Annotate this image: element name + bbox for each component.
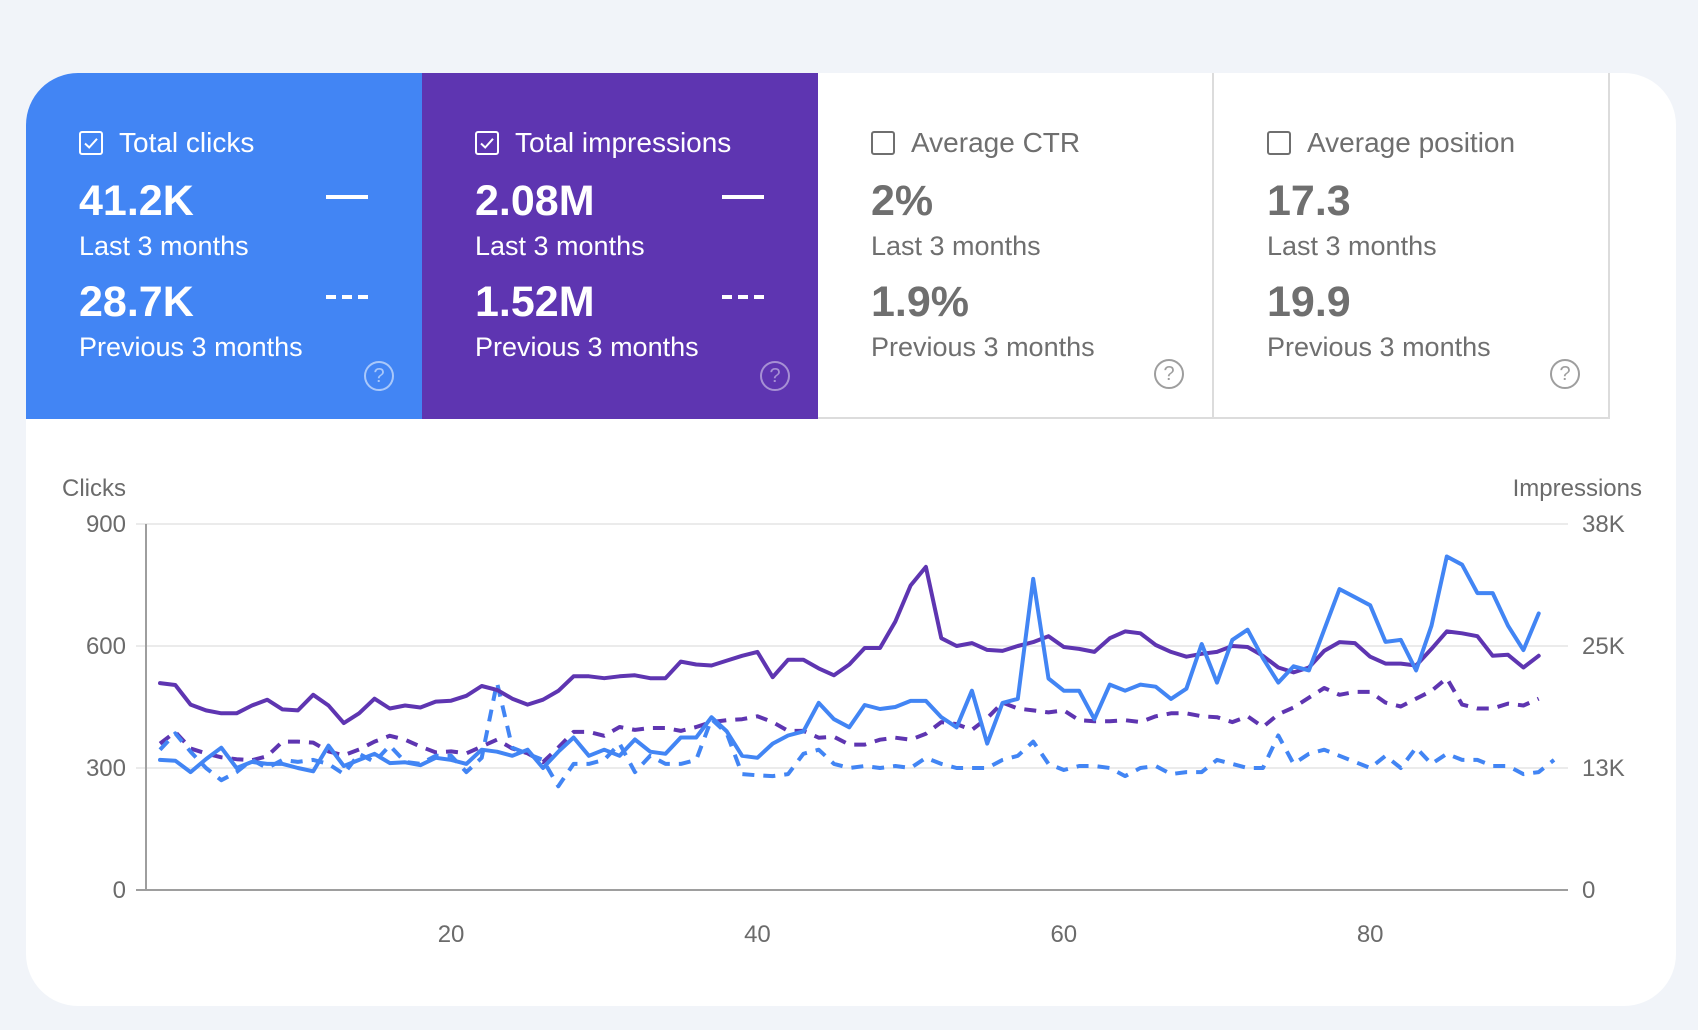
metric-tiles: Total clicks 41.2K Last 3 months 28.7K P… <box>26 73 1610 419</box>
y-tick-label-right: 0 <box>1582 877 1595 904</box>
previous-value: 19.9 <box>1267 278 1351 326</box>
previous-period: Previous 3 months <box>871 332 1095 362</box>
help-circle-icon[interactable]: ? <box>364 361 394 391</box>
x-tick-label: 20 <box>438 921 465 948</box>
clicks-previous-line <box>158 680 1556 789</box>
current-period: Last 3 months <box>871 231 1041 261</box>
previous-period: Previous 3 months <box>1267 332 1491 362</box>
current-value: 41.2K <box>79 177 194 225</box>
impressions-previous-line <box>158 676 1540 765</box>
y-ticks-left: 0 300 600 900 <box>86 511 126 904</box>
y-tick-label-left: 300 <box>86 755 126 782</box>
current-value: 2% <box>871 177 934 225</box>
current-period: Last 3 months <box>1267 231 1437 261</box>
legend-dashed-line-icon <box>326 295 368 299</box>
tile-label: Average CTR <box>911 127 1081 158</box>
clicks-current-line <box>158 554 1541 775</box>
previous-period: Previous 3 months <box>79 332 303 362</box>
y-tick-label-right: 25K <box>1582 633 1625 660</box>
current-value: 17.3 <box>1267 177 1351 225</box>
previous-value: 28.7K <box>79 278 194 326</box>
previous-period: Previous 3 months <box>475 332 699 362</box>
y-tick-label-left: 900 <box>86 511 126 538</box>
x-tick-label: 40 <box>744 921 771 948</box>
tile-label: Average position <box>1307 127 1516 158</box>
current-value: 2.08M <box>475 177 595 225</box>
checkbox-checked-icon[interactable] <box>475 131 499 155</box>
chart-series <box>158 554 1556 789</box>
legend-solid-line-icon <box>722 195 764 199</box>
performance-card: Clicks Impressions 0 300 600 900 0 13K 25K 38K… <box>26 73 1676 1006</box>
y-axis-title-left: Clicks <box>62 475 126 502</box>
help-circle-icon[interactable]: ? <box>760 361 790 391</box>
y-tick-label-left: 0 <box>113 877 126 904</box>
current-period: Last 3 months <box>79 231 249 261</box>
tile-average-ctr[interactable]: Average CTR 2% Last 3 months 1.9% Previo… <box>818 73 1214 419</box>
current-period: Last 3 months <box>475 231 645 261</box>
x-tick-label: 60 <box>1050 921 1077 948</box>
help-circle-icon[interactable]: ? <box>1550 359 1580 389</box>
y-tick-label-left: 600 <box>86 633 126 660</box>
previous-value: 1.9% <box>871 278 970 326</box>
y-ticks-right: 0 13K 25K 38K <box>1582 511 1625 904</box>
previous-value: 1.52M <box>475 278 595 326</box>
legend-solid-line-icon <box>326 195 368 199</box>
performance-chart: Clicks Impressions 0 300 600 900 0 13K 25K 38K… <box>62 475 1642 948</box>
legend-dashed-line-icon <box>722 295 764 299</box>
tile-label: Total clicks <box>119 127 255 158</box>
y-axis-title-right: Impressions <box>1513 475 1642 502</box>
tile-total-impressions[interactable]: Total impressions 2.08M Last 3 months 1.… <box>422 73 818 419</box>
x-tick-label: 80 <box>1357 921 1384 948</box>
checkbox-checked-icon[interactable] <box>79 131 103 155</box>
help-circle-icon[interactable]: ? <box>1154 359 1184 389</box>
tile-average-position[interactable]: Average position 17.3 Last 3 months 19.9… <box>1214 73 1610 419</box>
x-ticks: 20 40 60 80 <box>438 921 1384 948</box>
checkbox-unchecked-icon[interactable] <box>871 131 895 155</box>
y-tick-label-right: 13K <box>1582 755 1625 782</box>
checkbox-unchecked-icon[interactable] <box>1267 131 1291 155</box>
tile-label: Total impressions <box>515 127 732 158</box>
chart-gridlines <box>136 523 1568 891</box>
tile-total-clicks[interactable]: Total clicks 41.2K Last 3 months 28.7K P… <box>26 73 422 419</box>
y-tick-label-right: 38K <box>1582 511 1625 538</box>
